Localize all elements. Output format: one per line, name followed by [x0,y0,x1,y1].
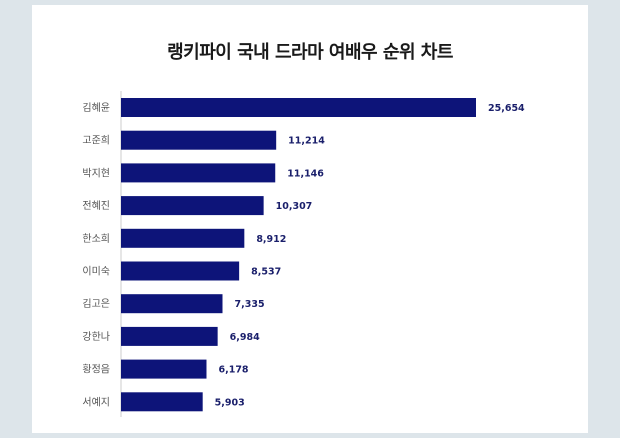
category-label: 김혜윤 [82,102,110,114]
value-label: 11,146 [287,168,324,179]
category-label: 박지현 [82,167,110,179]
bar [121,392,203,412]
bar [121,130,277,150]
bar [121,261,240,281]
category-label: 서예지 [82,396,110,408]
chart-card: 랭키파이 국내 드라마 여배우 순위 차트 김혜윤 25,654 고준희 11,214… [32,5,588,433]
value-label: 5,903 [215,397,245,408]
bar [121,163,276,183]
bar [121,98,476,117]
category-label: 한소희 [82,233,110,245]
category-label: 황정음 [82,364,110,376]
category-label: 전혜진 [82,200,110,212]
value-label: 8,912 [256,234,286,245]
category-label: 이미숙 [82,266,110,278]
value-label: 8,537 [251,267,281,278]
value-label: 11,214 [288,136,325,147]
value-label: 6,984 [230,332,260,343]
chart-title: 랭키파이 국내 드라마 여배우 순위 차트 [167,42,453,63]
value-label: 10,307 [276,201,313,212]
bar-chart: 김혜윤 25,654 고준희 11,214 박지현 11,146 전혜진 10,307 한소희 8… [82,91,525,417]
category-label: 김고은 [82,298,110,310]
category-label: 강한나 [82,331,110,343]
category-label: 고준희 [82,135,110,147]
bar [121,228,245,248]
value-label: 25,654 [488,103,525,114]
bar [121,294,223,314]
bar [121,196,264,216]
bar [121,359,207,379]
bar [121,326,218,346]
value-label: 6,178 [218,365,248,376]
value-label: 7,335 [235,299,265,310]
